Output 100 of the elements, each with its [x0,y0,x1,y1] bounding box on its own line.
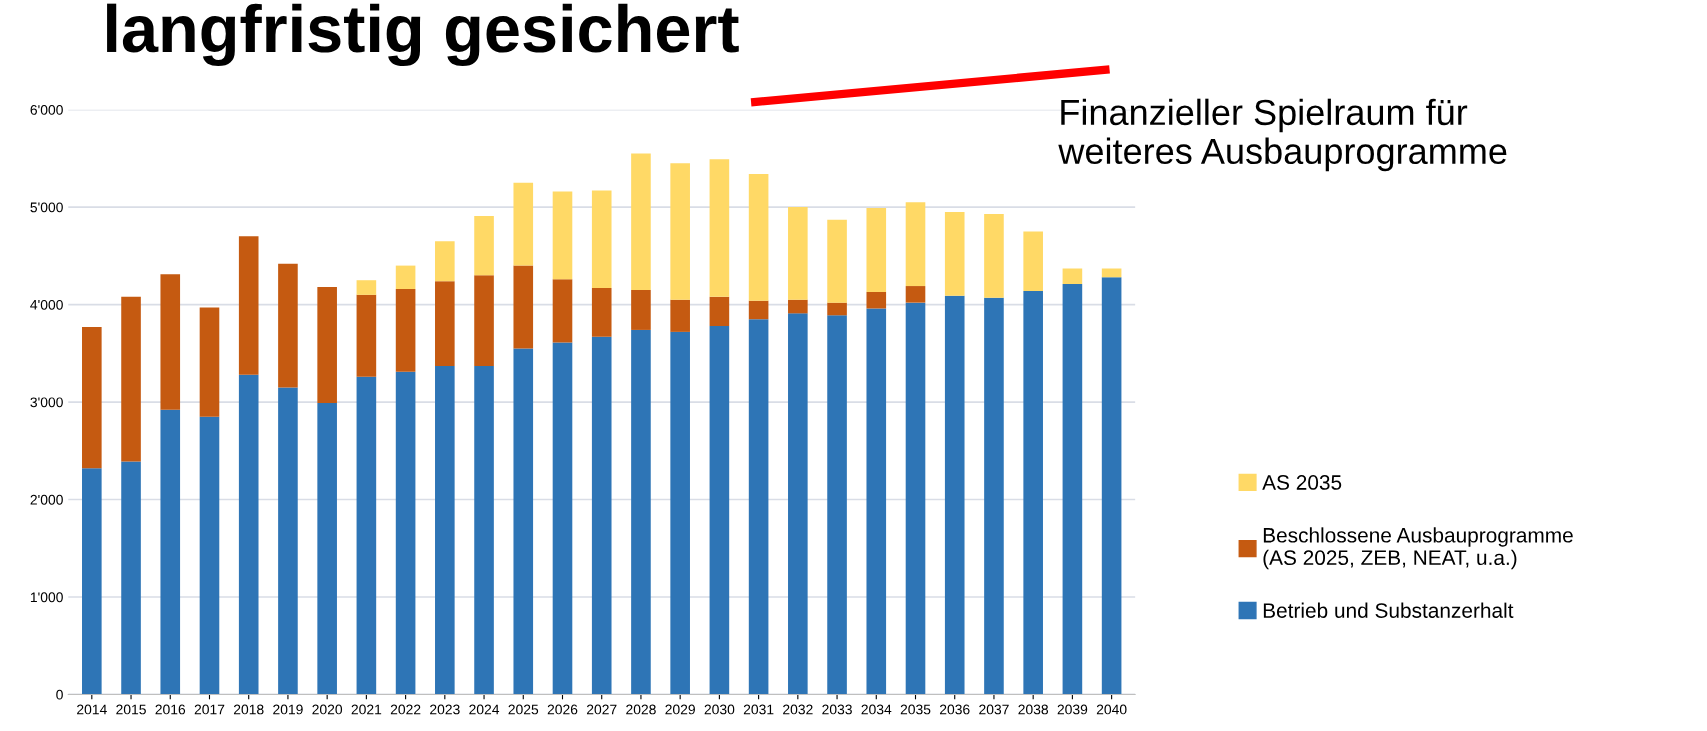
bar [591,288,612,337]
bar [121,461,141,695]
bar [395,265,416,289]
bar [1023,231,1043,291]
bar [905,202,926,287]
bar [513,265,534,349]
bar [317,403,337,695]
x-tick-label: 2019 [273,704,303,715]
bar [82,327,102,469]
x-tick-label: 2014 [77,704,107,715]
bar [944,211,965,296]
x-tick-label: 2034 [861,704,892,715]
bar [905,302,926,695]
bar [278,387,298,695]
legend-label: Betrieb und Substanzerhalt [1263,602,1514,618]
bar [866,291,887,309]
bar [356,294,377,377]
x-tick-label: 2021 [351,704,382,715]
x-tick-label: 2024 [469,704,500,715]
bar [199,416,220,695]
y-tick-label: 5'000 [30,202,63,213]
bar [1101,277,1122,695]
bar [944,295,965,695]
bar [788,207,808,300]
x-tick-label: 2037 [979,704,1009,715]
x-tick-label: 2023 [430,704,460,715]
x-tick-label: 2025 [508,704,539,715]
annotation: Finanzieller Spielraum für weiteres Ausbauprogramme [1058,98,1507,172]
x-tick-label: 2016 [155,704,186,715]
x-tick-label: 2040 [1096,704,1127,715]
bar [395,371,416,695]
bar [670,331,690,695]
x-tick-label: 2015 [116,704,146,715]
bar [866,208,887,292]
bar [984,213,1004,298]
bar [866,308,887,695]
x-tick-label: 2033 [822,704,852,715]
bar [591,336,612,695]
x-tick-label: 2036 [939,704,970,715]
bar [82,468,102,695]
bar [984,297,1004,695]
x-tick-label: 2030 [704,704,735,715]
x-tick-label: 2022 [390,704,421,715]
bar [474,365,494,695]
bar [552,342,573,695]
bar [1023,290,1043,695]
bar [356,280,377,295]
bar [631,153,651,290]
bar [670,299,690,332]
bar [827,315,847,695]
x-tick-label: 2028 [626,704,656,715]
bar [905,286,926,303]
bar [631,329,651,695]
y-tick-label: 6'000 [30,104,63,115]
x-tick-label: 2035 [900,704,931,715]
bar [709,296,730,327]
bar [709,326,730,695]
bar [238,236,259,375]
bar [474,215,494,276]
bar [631,289,651,330]
bar [709,159,730,297]
bar [278,263,298,388]
bar [670,163,690,300]
x-tick-label: 2017 [194,704,225,715]
bar [435,365,455,695]
bar [1062,284,1083,695]
legend-label: AS 2035 [1262,475,1342,490]
x-tick-label: 2026 [547,704,578,715]
x-tick-label: 2031 [743,704,774,715]
bar [788,299,808,314]
y-tick-label: 2'000 [30,494,63,505]
bar [199,307,220,417]
bar [552,191,573,280]
bar [827,219,847,303]
y-tick-label: 3'000 [30,397,63,408]
bar [356,376,377,695]
x-tick-label: 2029 [665,704,695,715]
bar [827,302,847,316]
y-tick-label: 4'000 [30,299,63,310]
x-tick-label: 2038 [1018,704,1049,715]
bar [435,241,455,282]
bar [748,319,769,695]
bar [160,409,181,695]
bar [121,296,141,462]
bar [474,275,494,366]
chart-title: langfristig gesichert [107,3,739,67]
x-tick-label: 2032 [783,704,813,715]
bar [513,182,534,266]
bar [160,274,181,410]
bar [748,300,769,320]
bar [513,348,534,695]
x-tick-label: 2020 [312,704,343,715]
x-tick-label: 2018 [233,704,264,715]
x-tick-label: 2039 [1057,704,1088,715]
bar [238,374,259,695]
y-tick-label: 0 [56,689,63,700]
bar [788,313,808,695]
bar [435,281,455,366]
x-tick-label: 2027 [586,704,617,715]
bar [1062,268,1083,285]
